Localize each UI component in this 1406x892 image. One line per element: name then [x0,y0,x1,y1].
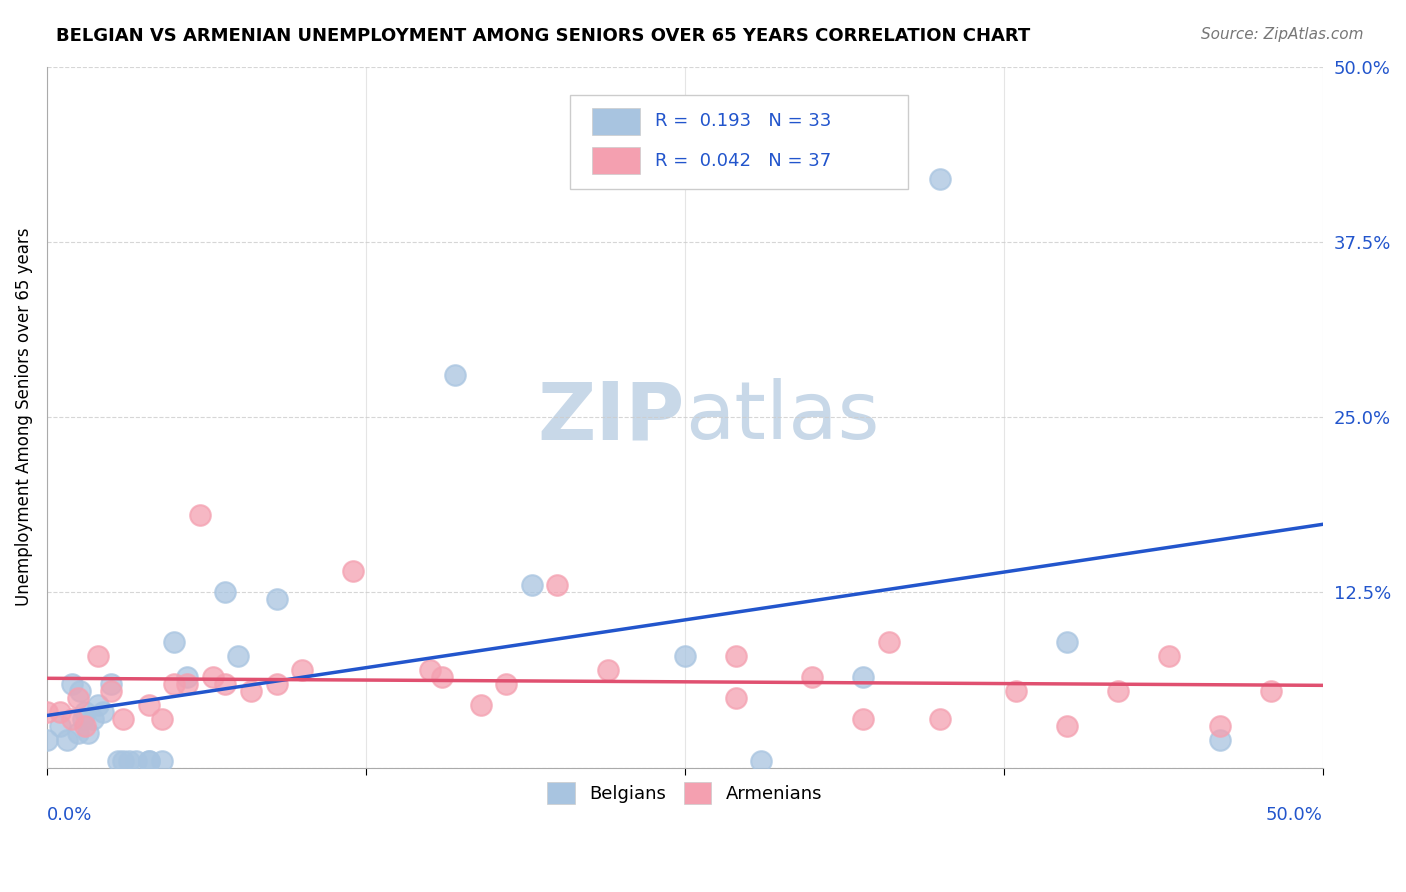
Point [35,705,58,719]
Point [66,690,89,705]
Point [75,705,97,719]
Point [60,712,83,726]
Point [91,705,114,719]
Point [470,698,492,712]
Point [138,698,160,712]
Point [598,663,620,677]
Point [291,663,314,677]
Text: Source: ZipAtlas.com: Source: ZipAtlas.com [1201,27,1364,42]
Point [266,592,288,607]
Point [138,754,160,768]
Text: ZIP: ZIP [537,378,685,456]
Point [176,669,198,683]
Text: 50.0%: 50.0% [1265,806,1323,824]
Y-axis label: Unemployment Among Seniors over 65 years: Unemployment Among Seniors over 65 years [15,227,32,607]
Point [82,712,104,726]
Point [125,754,148,768]
Legend: Belgians, Armenians: Belgians, Armenians [540,775,830,811]
Point [226,648,249,663]
Point [75,718,97,732]
Point [138,754,160,768]
Point [1260,683,1282,698]
Point [66,725,89,739]
Point [87,698,110,712]
Point [240,683,263,698]
Point [546,578,568,592]
Text: 0.0%: 0.0% [46,806,93,824]
FancyBboxPatch shape [592,147,640,174]
Text: R =  0.193   N = 33: R = 0.193 N = 33 [655,112,832,130]
Point [100,683,122,698]
Point [495,676,517,690]
Point [1005,683,1028,698]
Point [150,712,173,726]
Point [749,754,772,768]
Point [928,712,950,726]
Point [1209,732,1232,747]
Point [877,634,900,648]
Point [150,754,173,768]
Point [724,648,747,663]
Point [342,565,364,579]
FancyBboxPatch shape [592,108,640,135]
Point [60,676,83,690]
Point [801,669,824,683]
Point [444,368,467,382]
Point [201,669,224,683]
Point [266,676,288,690]
Point [112,754,135,768]
Point [112,712,135,726]
FancyBboxPatch shape [569,95,908,189]
Point [214,585,236,599]
Point [69,683,91,698]
Point [432,669,454,683]
Point [117,754,139,768]
Point [87,648,110,663]
Point [48,705,70,719]
Point [852,669,875,683]
Point [48,718,70,732]
Point [107,754,129,768]
Point [1107,683,1129,698]
Point [1056,634,1078,648]
Text: atlas: atlas [685,378,879,456]
Point [214,676,236,690]
Point [928,171,950,186]
Point [188,508,211,523]
Point [163,676,186,690]
Point [1209,718,1232,732]
Point [1056,718,1078,732]
Text: R =  0.042   N = 37: R = 0.042 N = 37 [655,152,831,169]
Point [176,676,198,690]
Point [724,690,747,705]
Point [852,712,875,726]
Point [520,578,543,592]
Point [35,732,58,747]
Point [163,634,186,648]
Point [76,725,98,739]
Point [1159,648,1181,663]
Text: BELGIAN VS ARMENIAN UNEMPLOYMENT AMONG SENIORS OVER 65 YEARS CORRELATION CHART: BELGIAN VS ARMENIAN UNEMPLOYMENT AMONG S… [56,27,1031,45]
Point [419,663,441,677]
Point [72,712,94,726]
Point [100,676,122,690]
Point [56,732,79,747]
Point [673,648,696,663]
